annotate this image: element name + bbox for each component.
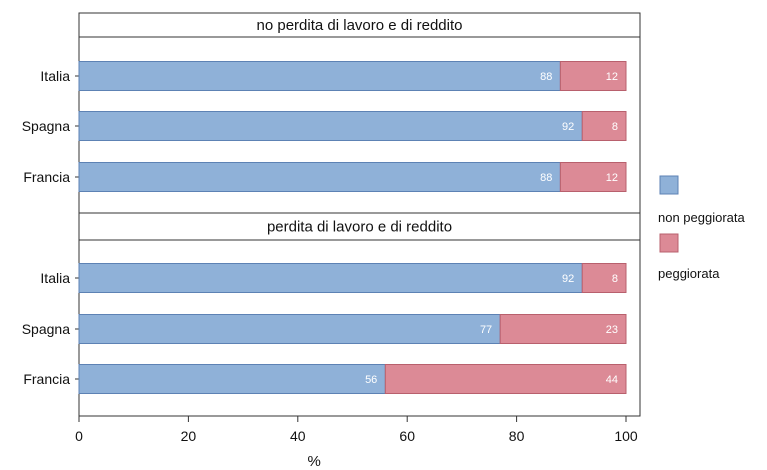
legend-swatch <box>659 233 679 253</box>
x-tick-label: 60 <box>399 428 415 444</box>
bar-segment <box>559 162 627 192</box>
category-label: Italia <box>40 270 70 286</box>
bar-segment <box>499 314 627 344</box>
panel-title: perdita di lavoro e di reddito <box>267 219 452 236</box>
bar-segment <box>581 263 627 293</box>
bar-segment <box>78 364 386 394</box>
x-tick-label: 0 <box>75 428 83 444</box>
x-tick-label: 40 <box>290 428 306 444</box>
data-label: 23 <box>606 324 618 336</box>
data-label: 56 <box>365 374 377 386</box>
legend-label: peggiorata <box>658 266 720 281</box>
bar-segment <box>78 162 561 192</box>
bar-segment <box>559 61 627 91</box>
category-label: Spagna <box>22 118 70 134</box>
category-label: Spagna <box>22 321 70 337</box>
data-label: 92 <box>562 121 574 133</box>
data-label: 88 <box>540 71 552 83</box>
x-tick-label: 20 <box>181 428 197 444</box>
data-label: 12 <box>606 71 618 83</box>
x-tick-label: 80 <box>509 428 525 444</box>
legend-swatch <box>659 175 679 195</box>
category-label: Italia <box>40 68 70 84</box>
bar-segment <box>78 61 561 91</box>
panel-header <box>78 212 641 241</box>
data-label: 92 <box>562 273 574 285</box>
category-label: Francia <box>23 169 70 185</box>
category-label: Francia <box>23 371 70 387</box>
data-label: 88 <box>540 172 552 184</box>
bar-segment <box>78 263 583 293</box>
bar-segment <box>78 111 583 141</box>
panel-header <box>78 12 641 38</box>
legend-label: non peggiorata <box>658 210 746 225</box>
bar-segment <box>581 111 627 141</box>
bar-segment <box>384 364 627 394</box>
panel-title: no perdita di lavoro e di reddito <box>257 17 463 34</box>
data-label: 44 <box>606 374 618 386</box>
x-axis-title: % <box>308 453 321 470</box>
data-label: 8 <box>612 121 618 133</box>
x-tick-label: 100 <box>614 428 638 444</box>
data-label: 8 <box>612 273 618 285</box>
data-label: 77 <box>480 324 492 336</box>
bar-segment <box>78 314 501 344</box>
data-label: 12 <box>606 172 618 184</box>
